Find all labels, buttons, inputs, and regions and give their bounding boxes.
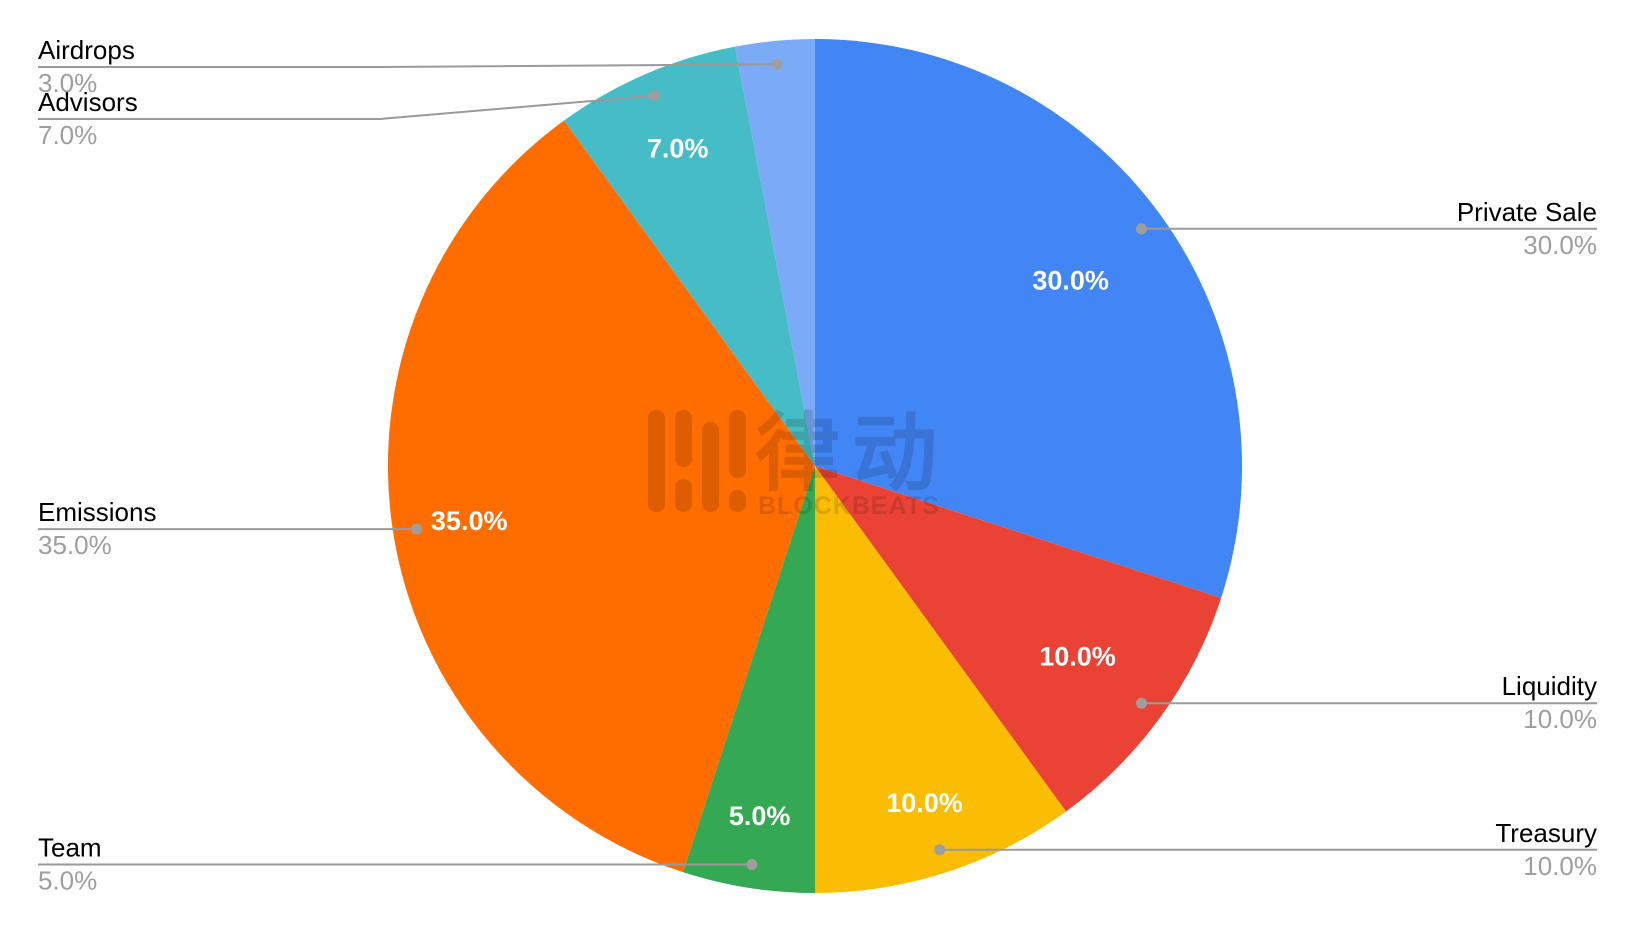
callout-name-private-sale: Private Sale xyxy=(1457,197,1597,227)
callout-dot-emissions xyxy=(411,523,422,535)
pie-slice-private-sale[interactable] xyxy=(815,39,1243,598)
pie-slices-group xyxy=(387,39,1243,893)
callout-leader-line-airdrops xyxy=(38,63,778,68)
callout-labels-group: Private Sale30.0%Liquidity10.0%Treasury1… xyxy=(38,35,1597,896)
callout-name-treasury: Treasury xyxy=(1495,818,1597,848)
watermark-subtitle: BLOCKBEATS xyxy=(758,492,940,520)
slice-percent-labels-group: 30.0% 10.0% 10.0% 5.0% 35.0% 7.0% xyxy=(431,134,1116,831)
callout-name-airdrops: Airdrops xyxy=(38,35,135,65)
slice-percent-label-treasury: 10.0% xyxy=(886,788,963,818)
pie-slice-liquidity[interactable] xyxy=(815,466,1222,812)
callout-value-team: 5.0% xyxy=(38,866,97,896)
pie-slice-airdrops[interactable] xyxy=(735,39,815,466)
watermark: 律动 BLOCKBEATS xyxy=(648,407,949,520)
callout-value-airdrops: 3.0% xyxy=(38,68,97,98)
callout-value-private-sale: 30.0% xyxy=(1523,230,1597,260)
callout-dot-advisors xyxy=(649,90,661,102)
callout-dot-team xyxy=(746,859,758,870)
watermark-title: 律动 xyxy=(755,407,949,502)
callout-dot-airdrops xyxy=(771,58,783,70)
callout-name-emissions: Emissions xyxy=(38,497,156,527)
callout-name-team: Team xyxy=(38,833,102,863)
callout-leader-line-advisors xyxy=(38,94,655,120)
callout-value-advisors: 7.0% xyxy=(38,120,97,150)
slice-percent-label-private-sale: 30.0% xyxy=(1032,265,1109,295)
callout-value-liquidity: 10.0% xyxy=(1523,704,1597,734)
pie-slice-treasury[interactable] xyxy=(815,466,1066,893)
callout-dot-private-sale xyxy=(1136,223,1147,235)
callout-dot-liquidity xyxy=(1136,697,1147,709)
callout-name-advisors: Advisors xyxy=(38,87,138,117)
slice-percent-label-advisors: 7.0% xyxy=(647,134,709,164)
pie-slice-advisors[interactable] xyxy=(564,46,815,466)
pie-slice-team[interactable] xyxy=(683,466,815,893)
callout-dot-treasury xyxy=(934,844,946,856)
callout-name-liquidity: Liquidity xyxy=(1502,671,1597,701)
blockbeats-bars-icon xyxy=(648,410,746,512)
slice-percent-label-team: 5.0% xyxy=(729,801,791,831)
slice-percent-label-emissions: 35.0% xyxy=(431,506,508,536)
pie-slice-emissions[interactable] xyxy=(387,120,815,873)
callout-value-emissions: 35.0% xyxy=(38,530,112,560)
slice-percent-label-liquidity: 10.0% xyxy=(1039,642,1116,672)
callout-value-treasury: 10.0% xyxy=(1523,851,1597,881)
